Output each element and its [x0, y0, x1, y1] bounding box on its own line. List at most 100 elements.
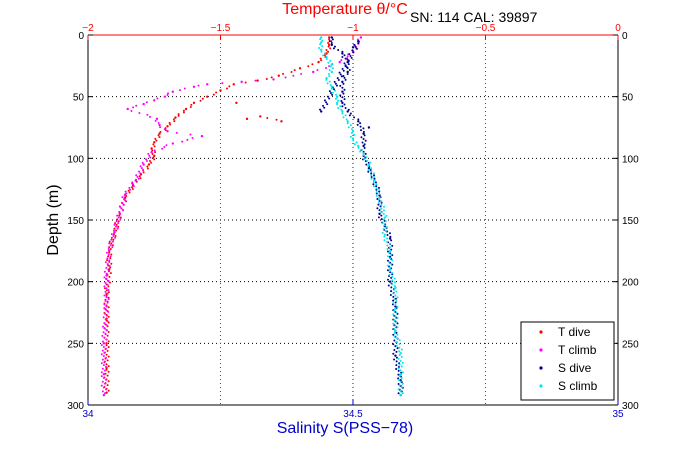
data-point: [110, 242, 113, 245]
data-point: [386, 264, 389, 267]
data-point: [388, 280, 392, 283]
data-point: [138, 170, 141, 173]
legend: T dive T climb S dive S climb: [520, 321, 615, 401]
data-point: [153, 149, 156, 152]
data-point: [328, 80, 331, 83]
data-point: [330, 43, 333, 47]
data-point: [386, 278, 389, 281]
data-point: [148, 154, 151, 157]
data-point: [142, 163, 145, 166]
data-point: [330, 85, 333, 89]
data-point: [256, 79, 259, 82]
data-point: [116, 218, 119, 221]
data-point: [377, 202, 380, 205]
data-point: [329, 65, 332, 68]
data-point: [361, 148, 364, 151]
data-point: [344, 78, 347, 81]
data-point: [350, 128, 353, 131]
data-point: [119, 218, 122, 221]
data-point: [335, 95, 339, 98]
data-point: [356, 123, 359, 126]
data-point: [117, 220, 120, 223]
data-point: [389, 235, 392, 238]
data-point: [142, 171, 145, 174]
data-point: [383, 233, 386, 236]
data-point: [139, 165, 142, 168]
y-tick-label-left: 100: [67, 154, 84, 165]
data-point: [325, 49, 328, 52]
data-point: [106, 292, 109, 295]
data-point: [393, 358, 396, 361]
data-point: [324, 67, 327, 70]
data-point: [103, 312, 106, 315]
data-point: [192, 101, 196, 105]
data-point: [328, 40, 331, 43]
data-point: [105, 347, 108, 350]
data-point: [327, 42, 330, 45]
data-point: [171, 142, 174, 145]
data-point: [388, 270, 391, 273]
data-point: [105, 272, 108, 275]
data-point: [401, 392, 404, 395]
data-point: [327, 45, 330, 48]
data-point: [400, 356, 403, 359]
data-point: [336, 103, 339, 106]
data-point: [350, 132, 353, 135]
data-point: [232, 83, 235, 86]
data-point: [382, 218, 385, 221]
data-point: [120, 201, 123, 204]
data-point: [318, 46, 321, 49]
data-point: [343, 62, 346, 65]
data-point: [321, 45, 324, 48]
data-point: [340, 75, 343, 78]
data-point: [328, 75, 331, 78]
data-point: [395, 350, 398, 353]
data-point: [307, 65, 310, 68]
data-point: [338, 60, 341, 64]
data-point: [108, 249, 111, 253]
data-point: [174, 116, 177, 119]
data-point: [331, 93, 334, 96]
data-point: [107, 279, 110, 282]
data-point: [328, 38, 331, 41]
data-point: [221, 82, 224, 85]
data-point: [396, 296, 399, 299]
data-point: [386, 248, 389, 251]
data-point: [392, 333, 395, 336]
data-point: [397, 383, 400, 386]
data-point: [357, 144, 360, 148]
data-point: [173, 120, 176, 123]
data-point: [175, 131, 178, 134]
data-point: [129, 188, 132, 191]
data-point: [145, 101, 148, 104]
data-point: [353, 43, 356, 46]
data-point: [189, 105, 192, 108]
data-point: [364, 139, 367, 142]
data-point: [378, 209, 381, 212]
data-point: [330, 42, 333, 45]
data-point: [105, 251, 108, 254]
data-point: [373, 175, 376, 178]
data-point: [265, 77, 268, 80]
data-point: [392, 292, 395, 295]
data-point: [343, 54, 346, 57]
data-point: [107, 255, 110, 258]
data-point: [337, 49, 340, 52]
data-point: [397, 369, 400, 372]
bottom-tick-label: 34: [82, 409, 94, 420]
data-point: [105, 356, 108, 359]
data-point: [153, 158, 156, 161]
data-point: [105, 363, 108, 366]
data-point: [317, 60, 320, 64]
data-point: [186, 138, 189, 141]
data-point: [135, 174, 138, 177]
data-point: [130, 109, 133, 112]
data-point: [332, 88, 335, 91]
data-point: [390, 253, 393, 256]
data-point: [388, 242, 391, 245]
data-point: [367, 165, 370, 168]
data-point: [146, 167, 149, 170]
data-point: [107, 380, 110, 383]
data-point: [101, 325, 104, 328]
data-point: [386, 269, 389, 272]
